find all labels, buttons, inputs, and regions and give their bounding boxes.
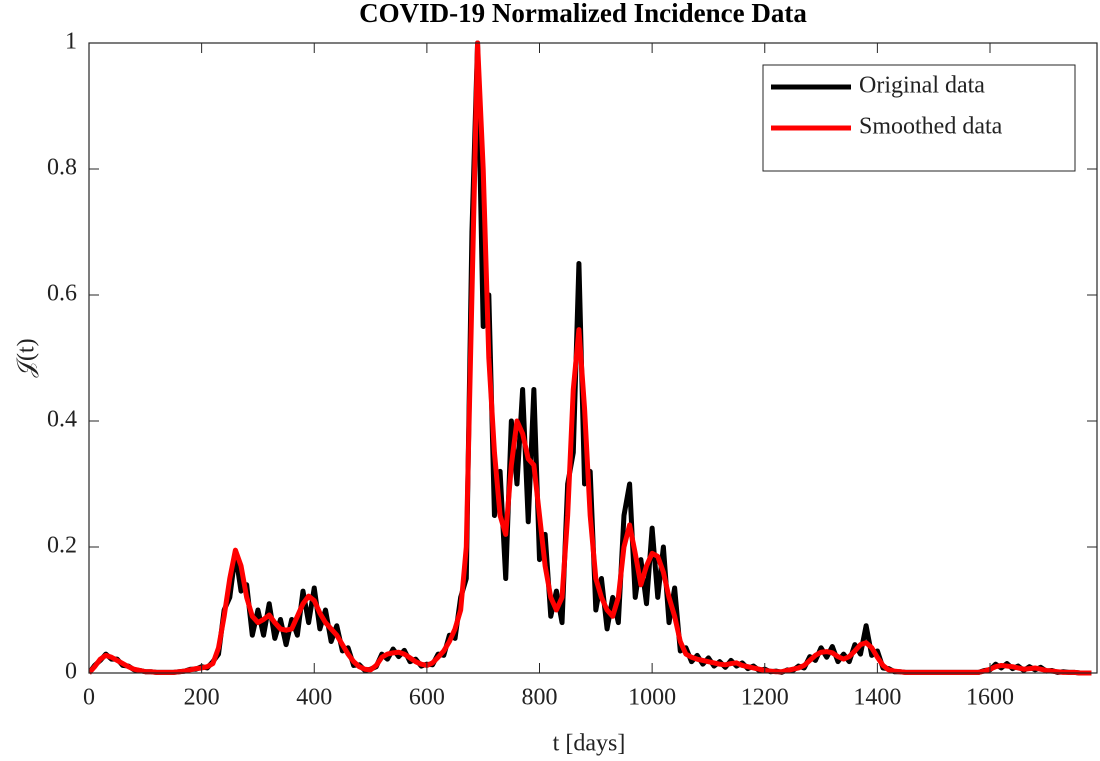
y-tick-label: 0.6 [47, 281, 77, 307]
y-tick-label: 0.2 [47, 533, 77, 559]
y-tick-label: 0.4 [47, 407, 77, 433]
x-tick-label: 1600 [966, 685, 1014, 711]
y-axis-label: 𝒥(t) [14, 338, 40, 377]
x-tick-label: 1400 [853, 685, 901, 711]
x-tick-label: 1000 [628, 685, 676, 711]
x-tick-label: 600 [409, 685, 445, 711]
y-tick-label: 0.8 [47, 155, 77, 181]
data-line [89, 40, 1092, 676]
x-axis-label: t [days] [553, 731, 626, 757]
y-tick-label: 0 [65, 659, 77, 685]
axes-box [88, 42, 1098, 674]
legend-box [762, 64, 1076, 172]
legend-label: Original data [859, 73, 985, 99]
x-tick-label: 1200 [741, 685, 789, 711]
legend-label: Smoothed data [859, 114, 1003, 140]
x-tick-label: 0 [83, 685, 95, 711]
x-tick-label: 800 [522, 685, 558, 711]
x-tick-label: 200 [184, 685, 220, 711]
x-tick-label: 400 [296, 685, 332, 711]
y-tick-label: 1 [65, 29, 77, 55]
chart-title: COVID-19 Normalized Incidence Data [359, 0, 807, 28]
